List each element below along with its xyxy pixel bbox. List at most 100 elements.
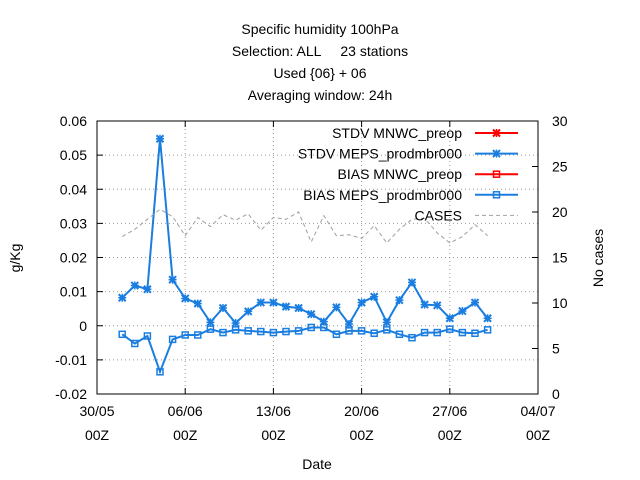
- y2-tick-label: 25: [552, 159, 568, 175]
- chart-title-line-2: Selection: ALL 23 stations: [231, 43, 409, 59]
- data-point: [243, 307, 253, 316]
- x-tick-label: 06/06: [168, 403, 203, 419]
- data-point: [420, 328, 429, 337]
- data-point: [432, 301, 442, 310]
- data-point: [446, 325, 454, 333]
- y-tick-label: -0.01: [55, 352, 87, 368]
- legend-item: CASES: [415, 207, 518, 223]
- data-point: [470, 298, 480, 307]
- data-point: [458, 306, 467, 316]
- legend-item: STDV MNWC_preop: [332, 125, 518, 141]
- legend-label: STDV MEPS_prodmbr000: [298, 146, 462, 162]
- x-axis-label: Date: [302, 456, 332, 472]
- x-tick-label: 30/05: [79, 403, 114, 419]
- axis-ticks: -0.02 -0.01 0 0.01 0.02 0.03 0.04 0.05 0.06 0 5 10 1…: [55, 113, 568, 443]
- data-point: [395, 330, 404, 339]
- legend-item: STDV MEPS_prodmbr000: [298, 146, 518, 162]
- y2-tick-label: 20: [552, 204, 568, 220]
- data-point: [307, 323, 315, 332]
- y2-tick-label: 30: [552, 113, 568, 129]
- data-point: [143, 285, 152, 294]
- data-point: [332, 330, 341, 339]
- x-tick-label: 00Z: [350, 427, 375, 443]
- data-point: [420, 300, 429, 309]
- grid-lines: [97, 121, 538, 394]
- data-point: [294, 327, 303, 335]
- series-line: [121, 208, 488, 244]
- chart-title-line-4: Averaging window: 24h: [247, 87, 393, 103]
- data-point: [492, 149, 501, 158]
- y-tick-label: 0.03: [60, 215, 87, 231]
- x-tick-label: 20/06: [344, 403, 379, 419]
- y-tick-label: 0.01: [60, 284, 87, 300]
- data-point: [117, 293, 127, 302]
- y-tick-label: 0.04: [60, 181, 87, 197]
- data-point: [194, 331, 202, 339]
- data-point: [206, 318, 215, 327]
- legend: STDV MNWC_preop STDV MEPS_prodmbr000 BIAS …: [298, 125, 518, 223]
- series-1: [117, 134, 492, 329]
- data-point: [383, 326, 391, 334]
- plot-series: [117, 134, 492, 376]
- x-tick-label: 00Z: [85, 427, 110, 443]
- data-point: [181, 331, 189, 339]
- data-point: [281, 302, 291, 311]
- legend-item: BIAS MEPS_prodmbr000: [303, 187, 518, 203]
- data-point: [345, 327, 353, 335]
- data-point: [433, 328, 441, 337]
- y-axis-label: g/Kg: [7, 244, 23, 273]
- data-point: [231, 326, 240, 334]
- y-tick-label: -0.02: [55, 386, 87, 402]
- data-point: [332, 303, 341, 312]
- chart-title-line-3: Used {06} + 06: [273, 65, 367, 81]
- data-point: [282, 327, 290, 336]
- y-tick-label: 0: [79, 318, 87, 334]
- data-point: [483, 314, 492, 323]
- data-point: [193, 299, 203, 308]
- data-point: [231, 318, 240, 328]
- series-3: [118, 323, 492, 376]
- x-tick-label: 27/06: [432, 403, 467, 419]
- x-tick-label: 00Z: [526, 427, 551, 443]
- y2-tick-label: 15: [552, 250, 568, 266]
- y2-tick-label: 0: [552, 386, 560, 402]
- data-point: [168, 275, 177, 284]
- data-point: [344, 319, 354, 329]
- data-point: [382, 318, 392, 327]
- data-point: [269, 328, 278, 337]
- data-point: [131, 339, 139, 348]
- legend-label: CASES: [415, 207, 462, 223]
- x-tick-label: 00Z: [261, 427, 286, 443]
- legend-label: STDV MNWC_preop: [332, 125, 462, 141]
- series-line: [121, 326, 488, 375]
- data-point: [395, 295, 404, 305]
- data-point: [257, 327, 265, 336]
- data-point: [458, 328, 467, 337]
- x-tick-label: 00Z: [173, 427, 198, 443]
- legend-label: BIAS MNWC_preop: [338, 166, 463, 182]
- data-point: [294, 303, 303, 313]
- data-point: [408, 333, 416, 342]
- data-point: [118, 330, 126, 339]
- y-tick-label: 0.05: [60, 147, 87, 163]
- y2-tick-label: 10: [552, 295, 568, 311]
- data-point: [256, 298, 266, 307]
- y2-tick-label: 5: [552, 341, 560, 357]
- y-tick-label: 0.02: [60, 250, 87, 266]
- data-point: [130, 281, 140, 290]
- data-point: [471, 329, 479, 338]
- data-point: [370, 329, 378, 338]
- data-point: [357, 298, 366, 307]
- x-tick-label: 00Z: [438, 427, 463, 443]
- data-point: [269, 298, 278, 307]
- legend-label: BIAS MEPS_prodmbr000: [303, 187, 462, 203]
- series-4: [121, 208, 488, 244]
- data-point: [357, 327, 366, 335]
- data-point: [492, 191, 501, 199]
- data-point: [180, 294, 190, 303]
- data-point: [206, 325, 215, 333]
- y2-axis-label: No cases: [590, 229, 606, 287]
- data-point: [143, 332, 152, 340]
- data-point: [155, 134, 165, 143]
